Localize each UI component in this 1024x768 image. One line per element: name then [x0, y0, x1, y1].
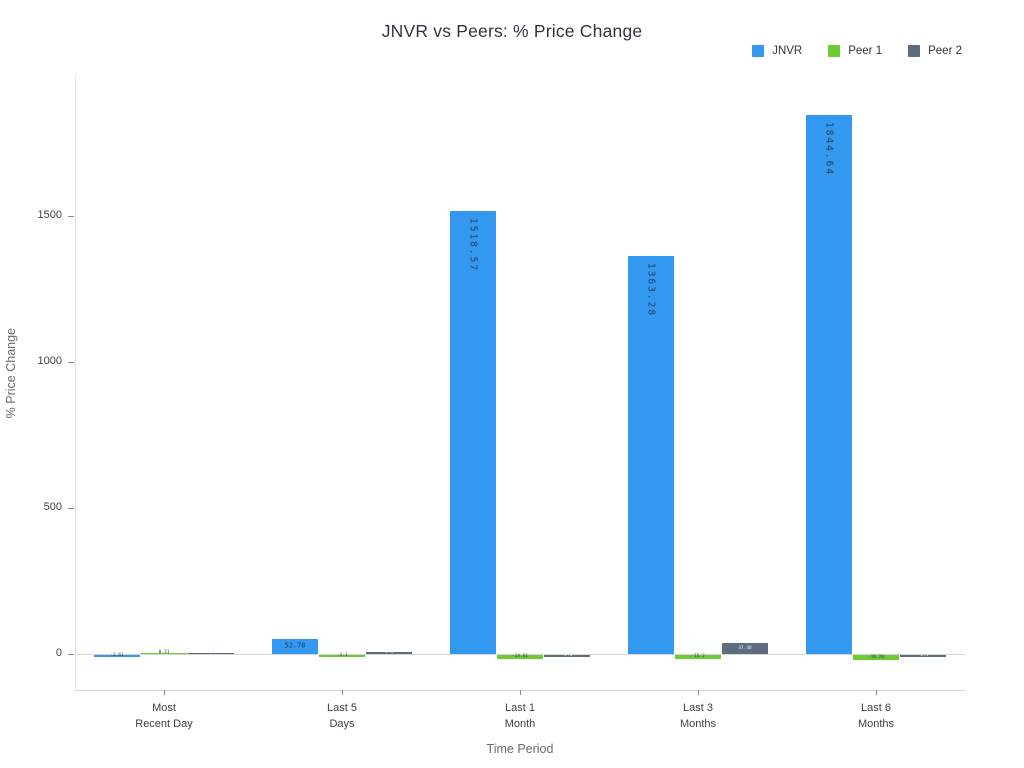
legend-item-peer1[interactable]: Peer 1 — [828, 45, 882, 57]
x-tick-label-line: Last 5 — [327, 702, 357, 714]
legend-label-peer1: Peer 1 — [848, 45, 883, 57]
legend-swatch-jnvr — [752, 45, 765, 57]
legend-label-peer2: Peer 2 — [928, 45, 962, 57]
bar-peer-2-1[interactable]: 5.4 — [366, 650, 412, 654]
x-tick-label: Last 1 Month — [440, 700, 600, 732]
bar-jnvr-3[interactable]: 1363.28 — [628, 255, 674, 654]
bar-peer-2-3[interactable]: 37.48 — [722, 643, 768, 654]
x-tick-label: Last 3 Months — [618, 700, 778, 732]
x-tick-label-line: Months — [857, 718, 895, 730]
bar-value-label: 1844.64 — [823, 122, 835, 177]
y-tick-label: 500 — [43, 501, 62, 513]
bar-jnvr-0[interactable]: -2.61 — [94, 652, 140, 658]
y-tick-mark — [68, 654, 74, 655]
bar-jnvr-4[interactable]: 1844.64 — [806, 115, 852, 654]
zero-line — [75, 654, 965, 655]
y-tick-mark — [68, 508, 74, 509]
bar-value-label: 37.48 — [738, 645, 752, 651]
chart-title: JNVR vs Peers: % Price Change — [381, 21, 643, 41]
y-tick-label: 1000 — [37, 355, 62, 367]
x-tick-label-line: Months — [679, 718, 717, 730]
x-tick-label-line: Last 3 — [683, 702, 713, 714]
bar-peer-2-0[interactable]: 4.9 — [188, 650, 234, 655]
legend-item-peer2[interactable]: Peer 2 — [908, 45, 962, 57]
legend-item-jnvr[interactable]: JNVR — [752, 45, 802, 57]
x-tick-label-line: Last 1 — [505, 702, 535, 714]
legend-label-jnvr: JNVR — [772, 45, 803, 57]
bar-peer-2-4[interactable]: -8.1 — [900, 652, 946, 658]
bar-value-label: -8.1 — [917, 652, 929, 658]
x-tick-label-line: Last 6 — [861, 702, 891, 714]
x-tick-mark — [698, 690, 699, 695]
x-tick-label-line: Days — [329, 718, 355, 730]
x-tick-label-line: Recent Day — [135, 718, 193, 730]
bar-jnvr-1[interactable]: 52.78 — [272, 638, 318, 654]
x-tick-label: Last 5 Days — [262, 700, 422, 732]
y-tick-mark — [68, 362, 74, 363]
bar-value-label: -15.2 — [691, 653, 705, 659]
x-tick-mark — [164, 690, 165, 695]
bar-peer-1-0[interactable]: 0.31 — [141, 650, 187, 655]
x-tick-label-line: Most — [152, 702, 176, 714]
bar-jnvr-2[interactable]: 1518.57 — [450, 210, 496, 654]
bar-value-label: -3.1 — [336, 652, 348, 658]
bar-value-label: 1518.57 — [467, 217, 479, 272]
x-tick-label-line: Month — [504, 718, 536, 730]
x-tick-mark — [520, 690, 521, 695]
bar-peer-1-4[interactable]: -18.26 — [853, 654, 899, 661]
legend: JNVR Peer 1 Peer 2 — [752, 45, 962, 57]
y-tick-label: 0 — [55, 647, 62, 659]
legend-swatch-peer1 — [828, 45, 841, 57]
bar-peer-2-2[interactable]: -2.4 — [544, 652, 590, 658]
y-axis-title: % Price Change — [4, 328, 18, 419]
x-tick-label: Most Recent Day — [84, 700, 244, 732]
x-axis-title: Time Period — [486, 742, 554, 756]
y-tick-mark — [68, 216, 74, 217]
bar-value-label: -2.61 — [110, 652, 124, 658]
bar-peer-1-3[interactable]: -15.2 — [675, 653, 721, 660]
bar-value-label: -14.61 — [511, 653, 529, 659]
y-axis-line — [75, 75, 76, 690]
bar-peer-1-1[interactable]: -3.1 — [319, 652, 365, 658]
bar-value-label: 52.78 — [284, 641, 306, 650]
x-tick-mark — [876, 690, 877, 695]
y-tick-label: 1500 — [37, 209, 62, 221]
x-tick-mark — [342, 690, 343, 695]
bar-peer-1-2[interactable]: -14.61 — [497, 653, 543, 660]
bar-value-label: 1363.28 — [645, 262, 657, 317]
bar-value-label: -18.26 — [867, 654, 885, 660]
x-tick-label: Last 6 Months — [796, 700, 956, 732]
bar-value-label: -2.4 — [561, 652, 573, 658]
legend-swatch-peer2 — [908, 45, 921, 57]
